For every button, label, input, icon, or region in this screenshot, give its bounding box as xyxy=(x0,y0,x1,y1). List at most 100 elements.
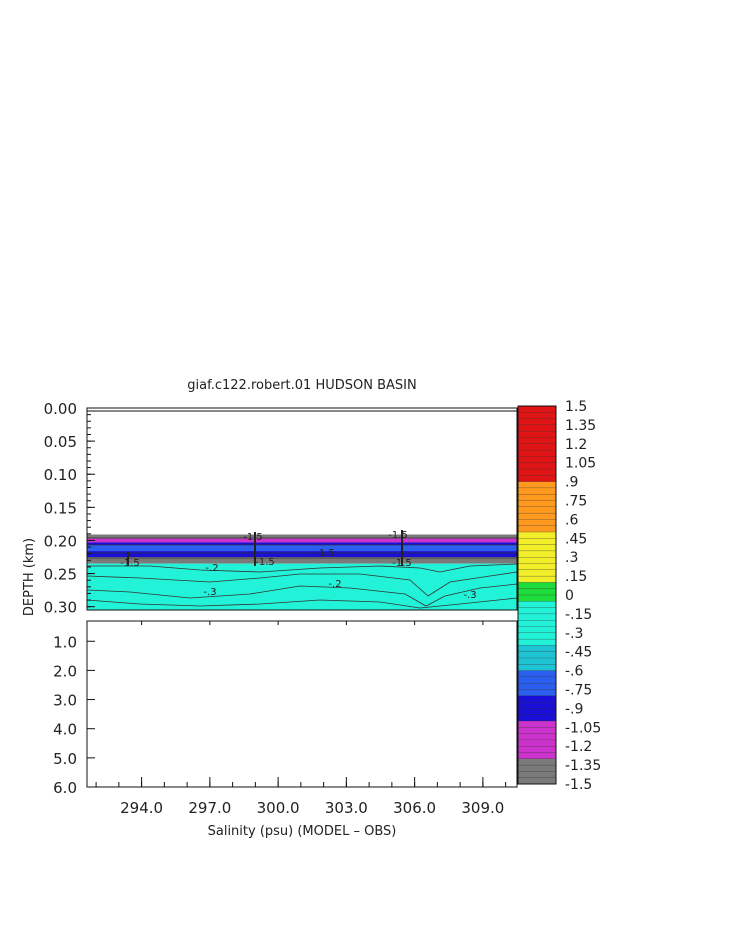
colorbar-swatch xyxy=(517,506,557,514)
colorbar-swatch xyxy=(517,557,557,564)
contour-line xyxy=(87,583,517,607)
contour-label: -1.5 xyxy=(388,530,408,541)
colorbar-swatch xyxy=(517,519,557,527)
contour-label: -.2 xyxy=(205,563,218,574)
contour-label: -.2 xyxy=(328,579,341,590)
colorbar-swatch xyxy=(517,695,557,703)
colorbar-label: 1.2 xyxy=(565,437,587,453)
colorbar-swatch xyxy=(517,758,557,766)
colorbar-label: -1.2 xyxy=(565,739,592,755)
colorbar-label: 1.05 xyxy=(565,456,596,472)
colorbar-swatch xyxy=(517,424,557,432)
colorbar-label: .3 xyxy=(565,550,578,566)
colorbar-label: -.3 xyxy=(565,626,583,642)
y-tick-label: 0.15 xyxy=(44,499,77,517)
x-tick-label: 303.0 xyxy=(325,799,368,817)
lower-surface-band xyxy=(87,621,517,625)
colorbar-label: -1.05 xyxy=(565,720,601,736)
colorbar-frame xyxy=(517,405,557,785)
depth-band xyxy=(87,563,517,610)
colorbar-swatch xyxy=(517,771,557,779)
colorbar-label: 1.5 xyxy=(565,399,587,415)
colorbar-label: -1.5 xyxy=(565,777,592,793)
colorbar-swatch xyxy=(517,462,557,470)
contour-line xyxy=(87,571,517,597)
colorbar-swatch xyxy=(517,601,557,609)
colorbar-swatch xyxy=(517,487,557,495)
colorbar-swatch xyxy=(517,607,557,615)
colorbar-label: .9 xyxy=(565,475,578,491)
x-tick-label: 300.0 xyxy=(257,799,300,817)
colorbar-swatch xyxy=(517,569,557,577)
colorbar-swatch xyxy=(517,582,557,590)
colorbar-swatch xyxy=(517,613,557,621)
colorbar-swatch xyxy=(517,714,557,722)
colorbar-swatch xyxy=(517,500,557,508)
depth-band xyxy=(87,534,517,539)
colorbar-label: .45 xyxy=(565,531,587,547)
colorbar-swatch xyxy=(517,405,557,413)
upper-panel-frame xyxy=(86,407,518,611)
colorbar-swatch xyxy=(517,468,557,476)
colorbar-swatch xyxy=(517,676,557,684)
y-tick-label: 1.0 xyxy=(53,633,77,651)
colorbar-swatch xyxy=(517,664,557,672)
contour-label: -1.5 xyxy=(255,557,275,568)
colorbar-swatch xyxy=(517,544,557,552)
chart-title: giaf.c122.robert.01 HUDSON BASIN xyxy=(187,378,416,393)
colorbar-swatch xyxy=(517,563,557,571)
contour-line xyxy=(87,597,517,609)
y-tick-label: 0.10 xyxy=(44,466,77,484)
colorbar-label: -1.35 xyxy=(565,758,601,774)
contour-label: -1.5 xyxy=(120,558,140,569)
colorbar-swatch xyxy=(517,531,557,539)
colorbar-swatch xyxy=(517,733,557,741)
colorbar-swatch xyxy=(517,777,557,785)
colorbar-swatch xyxy=(517,538,557,546)
contour-label: -.3 xyxy=(463,590,476,601)
y-tick-label: 0.20 xyxy=(44,532,77,550)
y-tick-label: 0.30 xyxy=(44,599,77,617)
y-tick-label: 0.05 xyxy=(44,433,77,451)
colorbar-swatch xyxy=(517,437,557,445)
y-tick-label: 5.0 xyxy=(53,750,77,768)
y-axis-label: DEPTH (km) xyxy=(22,538,37,616)
contour-label: -1.5 xyxy=(392,558,412,569)
colorbar-swatch xyxy=(517,412,557,420)
colorbar-swatch xyxy=(517,632,557,640)
y-tick-label: 6.0 xyxy=(53,779,77,797)
x-tick-label: 294.0 xyxy=(120,799,163,817)
x-tick-label: 306.0 xyxy=(393,799,436,817)
colorbar-label: -.45 xyxy=(565,645,592,661)
contour-label: -1.5 xyxy=(315,548,335,559)
colorbar-swatch xyxy=(517,449,557,457)
colorbar-swatch xyxy=(517,494,557,501)
y-tick-label: 0.25 xyxy=(44,566,77,584)
y-tick-label: 3.0 xyxy=(53,692,77,710)
colorbar-swatch xyxy=(517,626,557,634)
contour-label: -1.5 xyxy=(243,532,263,543)
colorbar-swatch xyxy=(517,475,557,483)
y-tick-label: 2.0 xyxy=(53,662,77,680)
colorbar-swatch xyxy=(517,683,557,690)
lower-panel-frame xyxy=(86,620,518,788)
colorbar-swatch xyxy=(517,575,557,583)
colorbar-swatch xyxy=(517,443,557,451)
colorbar-swatch xyxy=(517,550,557,558)
colorbar-label: .75 xyxy=(565,494,587,510)
colorbar-label: .6 xyxy=(565,512,578,528)
depth-band xyxy=(87,542,517,546)
contour-labels: -1.5 -1.5 -1.5 -1.5 -1.5 -1.5 -.2 -.2 -.3 -.3 xyxy=(120,530,476,601)
colorbar-swatch xyxy=(517,701,557,709)
depth-band xyxy=(87,557,517,564)
colorbar-swatch xyxy=(517,752,557,760)
contour-lines xyxy=(87,530,517,609)
upper-panel-bands xyxy=(87,534,517,625)
colorbar-swatch xyxy=(517,764,557,772)
x-tick-label: 309.0 xyxy=(461,799,504,817)
colorbar-swatch xyxy=(517,746,557,753)
colorbar-swatch xyxy=(517,638,557,646)
colorbar-label: -.9 xyxy=(565,701,583,717)
x-axis-ticks: 294.0 297.0 300.0 303.0 306.0 309.0 xyxy=(95,621,507,817)
